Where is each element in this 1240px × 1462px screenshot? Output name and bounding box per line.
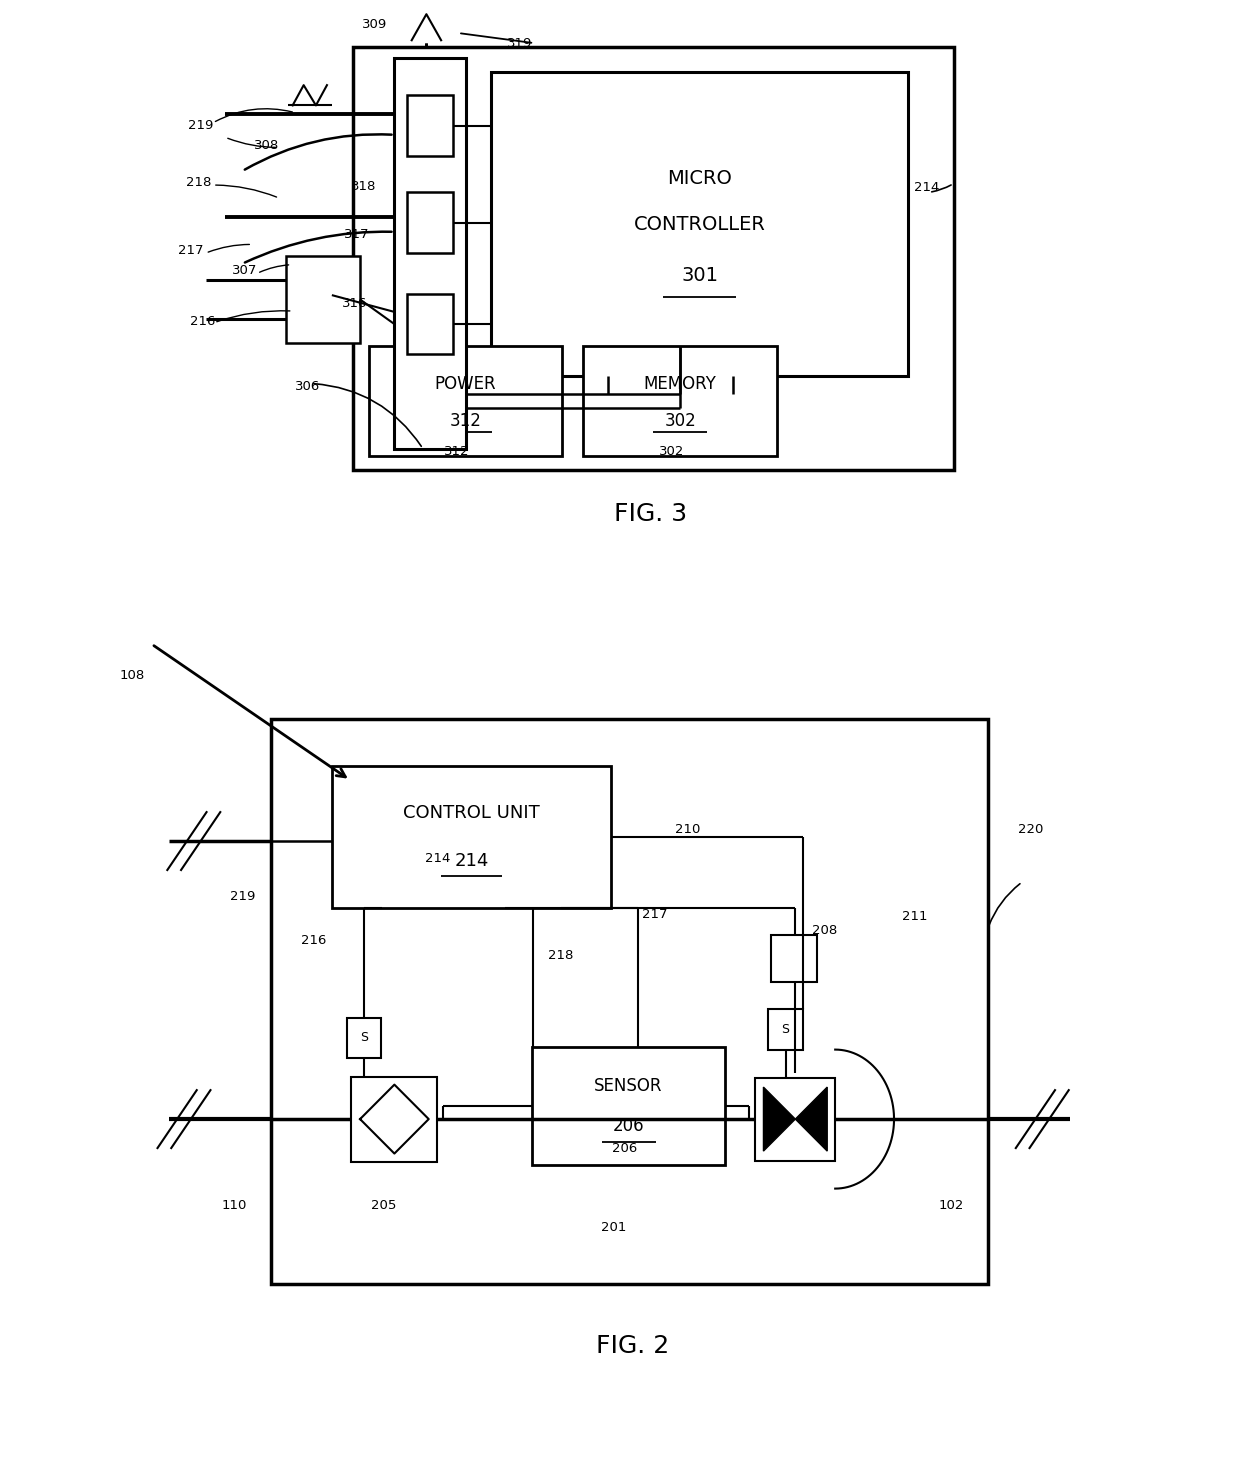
Text: 307: 307 [232,265,258,276]
Text: POWER: POWER [435,376,496,393]
Text: 108: 108 [119,670,145,683]
Bar [532,1047,725,1165]
Text: 219: 219 [188,120,213,132]
Text: 217: 217 [641,908,667,921]
Text: 218: 218 [548,949,574,962]
Text: 312: 312 [444,444,470,458]
Polygon shape [795,1088,827,1151]
Text: S: S [360,1032,368,1044]
Bar [769,1009,802,1050]
Text: 216: 216 [301,934,326,947]
Bar [407,193,454,253]
Bar [286,256,360,344]
Text: FIG. 3: FIG. 3 [614,501,687,526]
Text: 201: 201 [601,1221,626,1234]
Text: 218: 218 [186,175,211,189]
Bar [352,47,954,471]
Text: 219: 219 [229,889,255,902]
Text: 211: 211 [901,909,928,923]
Text: CONTROL UNIT: CONTROL UNIT [403,804,539,822]
Bar [351,1076,438,1162]
Text: 302: 302 [665,412,696,430]
Text: 214: 214 [914,181,939,194]
Text: 217: 217 [179,244,203,257]
Text: 309: 309 [362,18,387,31]
Bar [270,719,988,1284]
Text: FIG. 2: FIG. 2 [595,1335,668,1358]
Text: 306: 306 [295,380,320,393]
Polygon shape [764,1088,795,1151]
Text: 210: 210 [675,823,701,836]
Text: 206: 206 [613,1142,637,1155]
Text: MICRO: MICRO [667,170,732,189]
Text: S: S [781,1023,790,1035]
Text: 316: 316 [342,297,368,310]
Text: CONTROLLER: CONTROLLER [634,215,765,234]
Text: 302: 302 [658,444,684,458]
Bar [491,72,908,376]
Text: 110: 110 [221,1199,247,1212]
Bar [368,346,563,456]
Text: 317: 317 [343,228,370,241]
Text: 102: 102 [939,1199,963,1212]
Text: 301: 301 [681,266,718,285]
Bar [583,346,777,456]
Text: 308: 308 [254,139,279,152]
Text: 312: 312 [450,412,481,430]
Bar [407,95,454,156]
Text: 208: 208 [812,924,837,937]
Text: 214: 214 [454,852,489,870]
Bar [407,294,454,354]
Bar [346,1018,381,1058]
Bar [755,1077,836,1161]
Text: 220: 220 [1018,823,1043,836]
Text: 216: 216 [191,314,216,327]
Text: 319: 319 [507,37,532,50]
Text: MEMORY: MEMORY [644,376,717,393]
Text: 318: 318 [351,180,377,193]
Text: 214: 214 [424,852,450,866]
Text: 206: 206 [613,1117,645,1136]
Bar [771,936,817,981]
Text: SENSOR: SENSOR [594,1077,663,1095]
Bar [332,766,611,908]
Text: 205: 205 [371,1199,396,1212]
Bar [394,57,465,449]
